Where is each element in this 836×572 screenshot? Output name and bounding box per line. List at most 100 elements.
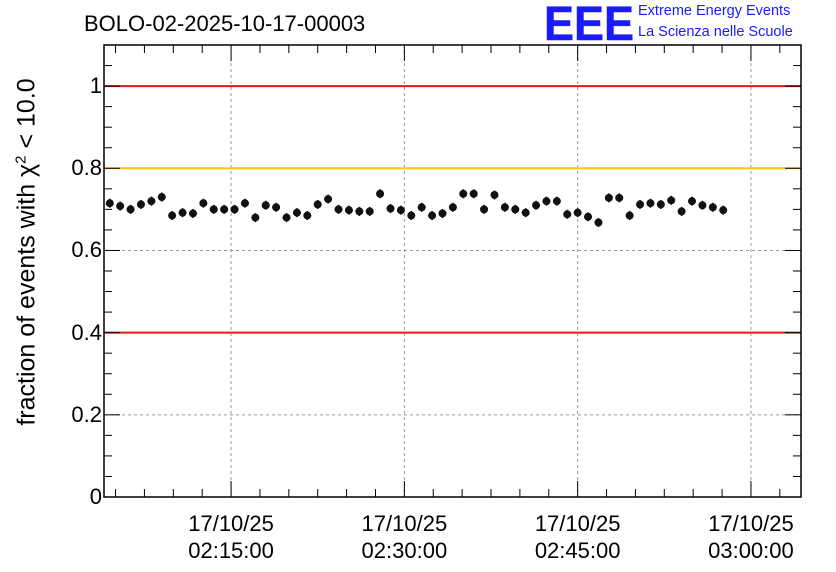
data-point <box>303 211 312 221</box>
data-point <box>428 211 437 221</box>
data-marker <box>199 199 208 208</box>
data-point <box>480 204 489 214</box>
chart-title: BOLO-02-2025-10-17-00003 <box>84 11 366 36</box>
data-point <box>615 193 624 203</box>
y-tick-label: 0.6 <box>71 237 102 263</box>
data-marker <box>677 207 686 216</box>
logo-subtitle-line1: Extreme Energy Events <box>638 3 791 19</box>
grid-lines <box>104 45 801 497</box>
data-point <box>126 204 135 214</box>
data-marker <box>417 203 426 212</box>
x-tick-time: 03:00:00 <box>708 538 794 563</box>
data-marker <box>625 211 634 220</box>
data-point <box>344 205 353 215</box>
data-marker <box>542 197 551 206</box>
data-marker <box>521 208 530 217</box>
data-point <box>708 202 717 212</box>
data-point <box>220 204 229 214</box>
data-point <box>136 199 145 209</box>
data-marker <box>272 203 281 212</box>
data-point <box>490 190 499 200</box>
data-point <box>292 208 301 218</box>
data-point <box>157 192 166 202</box>
data-marker <box>324 195 333 204</box>
data-point <box>511 204 520 214</box>
data-point <box>324 194 333 204</box>
x-tick-date: 17/10/25 <box>534 511 621 536</box>
y-axis-label-superscript: 2 <box>12 155 30 164</box>
y-tick-label: 0.2 <box>71 401 102 427</box>
data-point <box>636 199 645 209</box>
eee-logo: EEE <box>544 2 634 42</box>
data-marker <box>459 189 468 198</box>
data-marker <box>230 205 239 214</box>
data-marker <box>105 199 114 208</box>
data-point <box>178 208 187 218</box>
logo-subtitle-line2: La Scienza nelle Scuole <box>638 24 793 40</box>
data-point <box>646 198 655 208</box>
data-marker <box>688 197 697 206</box>
data-point <box>667 195 676 205</box>
plot-frame <box>103 44 802 498</box>
data-marker <box>552 197 561 206</box>
data-point <box>251 213 260 223</box>
data-marker <box>584 212 593 221</box>
data-point <box>188 208 197 218</box>
data-marker <box>448 203 457 212</box>
x-tick-label: 17/10/25 03:00:00 <box>708 510 794 564</box>
y-axis-label: fraction of events with χ2 < 10.0 <box>12 78 41 425</box>
y-tick-label: 0.8 <box>71 155 102 181</box>
data-marker <box>719 206 728 215</box>
data-marker <box>490 190 499 199</box>
data-marker <box>636 200 645 209</box>
data-marker <box>667 196 676 205</box>
data-point <box>719 205 728 215</box>
data-marker <box>282 213 291 222</box>
data-marker <box>469 189 478 198</box>
data-marker <box>386 204 395 213</box>
x-tick-label: 17/10/25 02:30:00 <box>362 510 448 564</box>
data-point <box>147 196 156 206</box>
data-marker <box>355 207 364 216</box>
data-point <box>469 189 478 199</box>
data-marker <box>376 189 385 198</box>
data-marker <box>178 208 187 217</box>
data-marker <box>344 206 353 215</box>
x-tick-date: 17/10/25 <box>708 511 794 536</box>
data-marker <box>157 193 166 202</box>
data-point <box>168 211 177 221</box>
data-point <box>386 204 395 214</box>
data-marker <box>500 203 509 212</box>
data-point <box>532 200 541 210</box>
data-point <box>116 201 125 211</box>
data-point <box>459 189 468 199</box>
data-marker <box>396 206 405 215</box>
data-point <box>656 199 665 209</box>
data-point <box>209 204 218 214</box>
data-marker <box>209 205 218 214</box>
data-marker <box>594 218 603 227</box>
x-tick-label: 17/10/25 02:15:00 <box>188 510 274 564</box>
data-marker <box>511 205 520 214</box>
data-marker <box>334 205 343 214</box>
y-axis-label-symbol: χ <box>12 163 41 177</box>
data-point <box>230 204 239 214</box>
data-point <box>376 189 385 199</box>
data-marker <box>313 200 322 209</box>
data-point <box>365 206 374 216</box>
data-marker <box>136 200 145 209</box>
data-point <box>552 196 561 206</box>
data-point <box>282 213 291 223</box>
data-points <box>105 189 728 228</box>
data-marker <box>220 205 229 214</box>
data-point <box>584 212 593 222</box>
x-tick-date: 17/10/25 <box>188 511 274 536</box>
data-marker <box>438 209 447 218</box>
data-point <box>688 196 697 206</box>
data-marker <box>708 203 717 212</box>
reference-lines <box>104 85 801 334</box>
y-tick-label: 0 <box>89 484 102 509</box>
data-marker <box>604 193 613 202</box>
data-marker <box>573 208 582 217</box>
data-marker <box>168 211 177 220</box>
